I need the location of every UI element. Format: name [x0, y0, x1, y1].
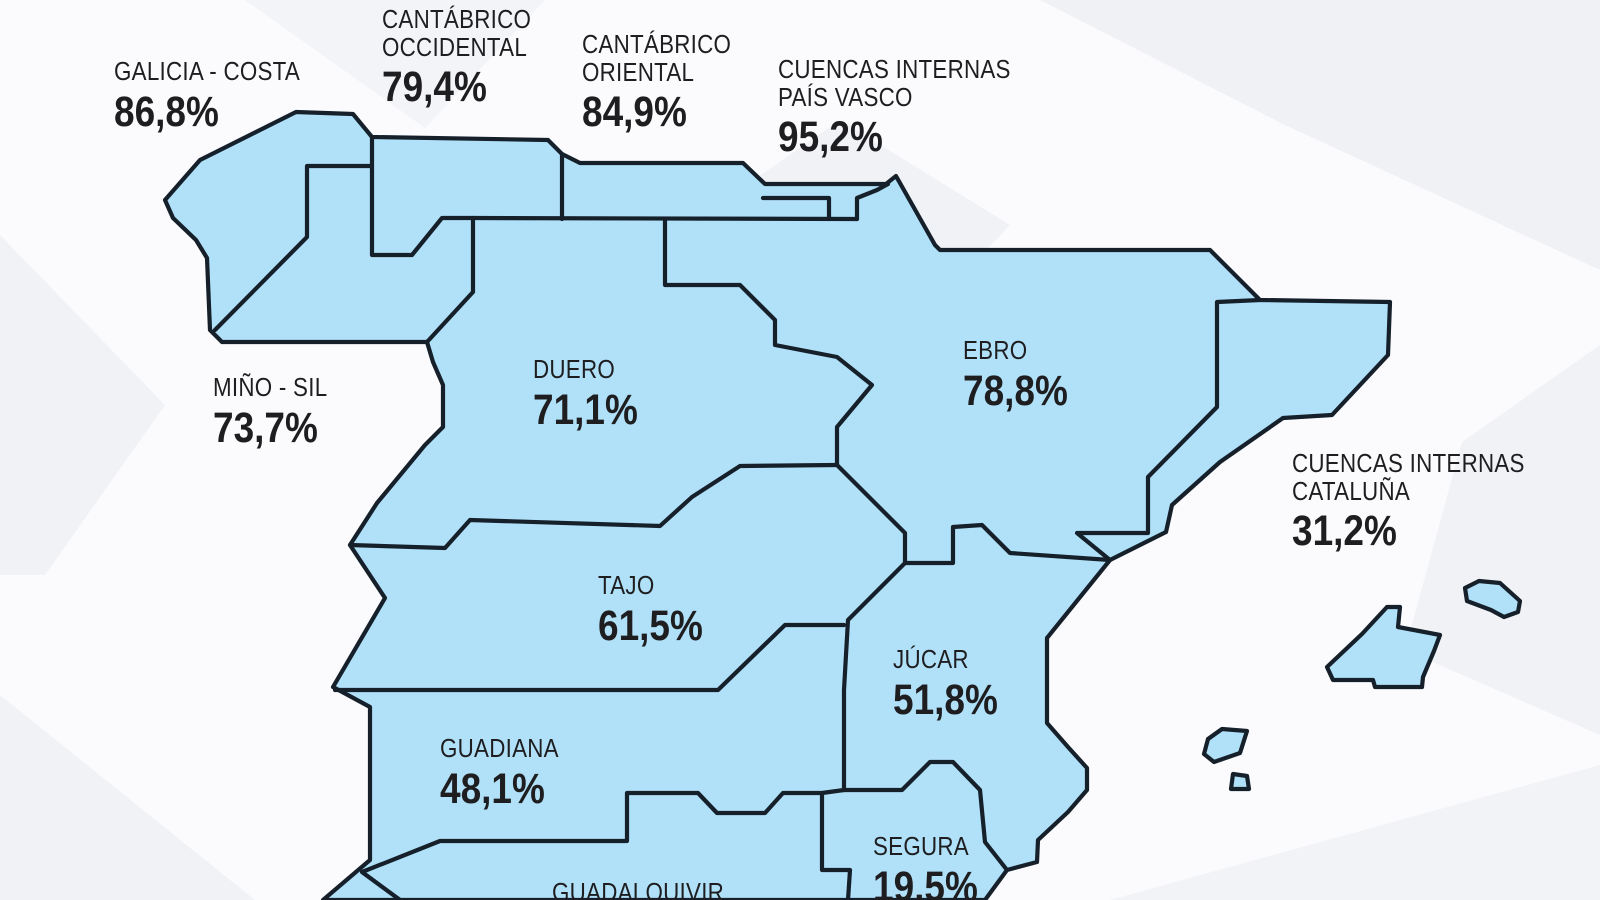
mainland-shape — [162, 109, 1393, 900]
background-facet — [0, 235, 165, 575]
balearic-islands — [1201, 578, 1523, 792]
basin-borders — [212, 134, 1263, 900]
border-duero-ebro — [662, 216, 875, 468]
border-guadiana-guadalquivir — [359, 787, 847, 900]
background-facet — [245, 0, 545, 128]
background-facet — [1110, 765, 1600, 900]
background-facet — [1405, 345, 1600, 735]
border-ebro-jucar — [902, 522, 1113, 566]
island-formentera — [1228, 771, 1252, 792]
island-mallorca — [1324, 604, 1443, 690]
border-galicia-costa-mino-sil — [212, 163, 375, 333]
border-pais-vasco — [760, 181, 891, 222]
border-tajo-guadiana — [332, 622, 847, 693]
island-menorca — [1462, 578, 1523, 620]
border-ebro-cataluna — [1074, 297, 1263, 563]
border-tajo-ebro-jucar — [834, 462, 908, 793]
background-facet — [0, 695, 255, 900]
island-ibiza — [1201, 726, 1250, 765]
border-guadalquivir-segura — [819, 790, 853, 900]
border-duero-tajo — [347, 462, 840, 551]
background-facet — [1040, 0, 1600, 270]
border-mino-sil-duero — [369, 134, 476, 345]
border-jucar-segura — [841, 759, 1010, 873]
